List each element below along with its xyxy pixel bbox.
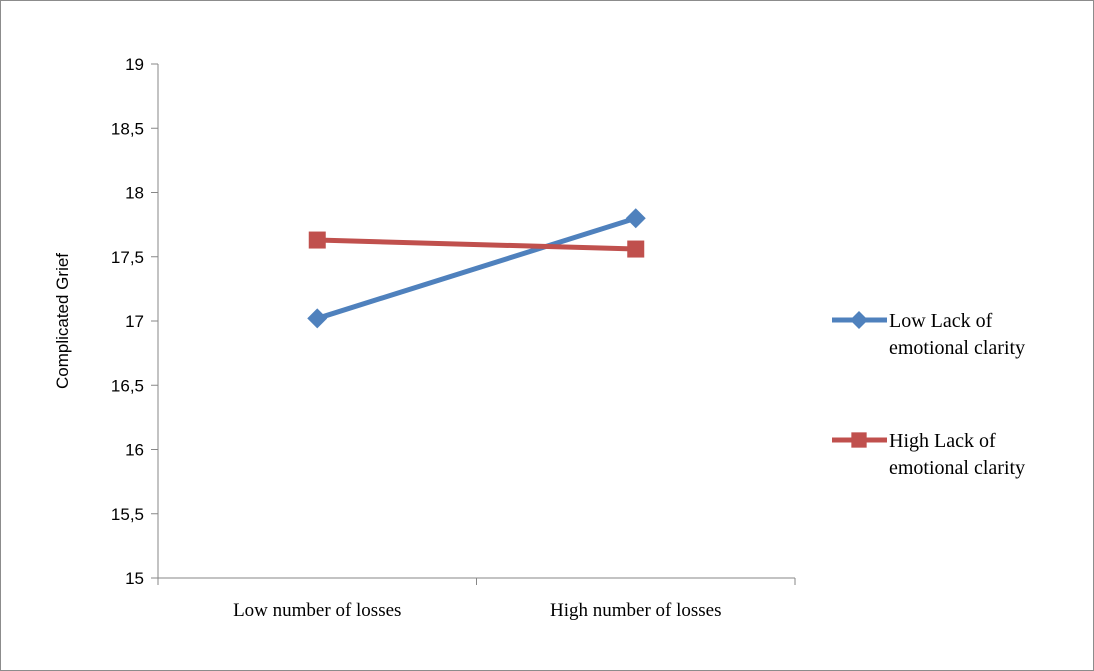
x-ticks: Low number of losses High number of losse… bbox=[157, 578, 796, 621]
y-tick-label: 15 bbox=[125, 569, 144, 588]
series-layer bbox=[307, 208, 646, 329]
legend-label: Low Lack of bbox=[889, 310, 993, 332]
x-category-label: Low number of losses bbox=[233, 600, 401, 621]
legend-marker bbox=[851, 432, 867, 448]
y-tick-label: 17,5 bbox=[111, 248, 144, 267]
y-axis-title: Complicated Grief bbox=[53, 253, 72, 389]
diamond-marker bbox=[307, 308, 328, 329]
x-category-label: High number of losses bbox=[550, 600, 722, 621]
square-marker bbox=[627, 240, 645, 258]
series-line bbox=[317, 237, 636, 252]
y-tick-label: 19 bbox=[125, 55, 144, 74]
diamond-marker bbox=[625, 208, 646, 229]
legend-item: High Lack of emotional clarity bbox=[832, 430, 1025, 479]
legend-label: High Lack of bbox=[889, 430, 996, 452]
series-1 bbox=[307, 208, 646, 329]
series-line bbox=[316, 215, 637, 321]
legend-marker bbox=[850, 311, 868, 329]
series-2 bbox=[308, 231, 645, 258]
y-tick-label: 16 bbox=[125, 441, 144, 460]
y-tick-label: 15,5 bbox=[111, 505, 144, 524]
y-tick-label: 18 bbox=[125, 184, 144, 203]
axes bbox=[157, 64, 795, 579]
y-tick-label: 18,5 bbox=[111, 119, 144, 138]
y-ticks: 15 15,5 16 16,5 17 17,5 18 18,5 19 bbox=[111, 55, 158, 588]
y-tick-label: 16,5 bbox=[111, 376, 144, 395]
legend-item: Low Lack of emotional clarity bbox=[832, 310, 1025, 359]
legend-label: emotional clarity bbox=[889, 337, 1025, 359]
y-tick-label: 17 bbox=[125, 312, 144, 331]
legend-label: emotional clarity bbox=[889, 457, 1025, 479]
square-marker bbox=[308, 231, 326, 249]
